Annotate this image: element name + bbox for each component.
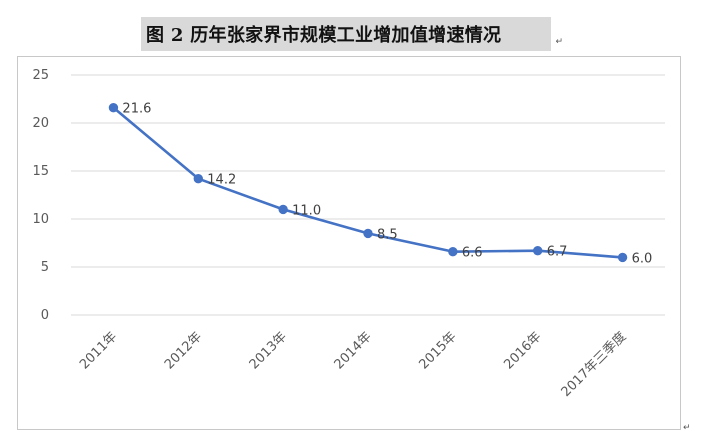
paragraph-return-mark: ↵ (683, 423, 691, 433)
y-axis-ticks: 0 5 10 15 20 25 (32, 68, 49, 323)
point-layer (108, 102, 628, 263)
data-label: 11.0 (292, 203, 321, 218)
chart-title: 图 2 历年张家界市规模工业增加值增速情况 (146, 25, 502, 46)
paragraph-return-mark: ↵ (555, 37, 563, 47)
data-point (108, 102, 119, 113)
line-chart: 0 5 10 15 20 25 2011年 2012年 2013年 2014年 2015年 2016… (32, 68, 665, 400)
chart-title-wrap: 图 2 历年张家界市规模工业增加值增速情况 ↵ (141, 17, 563, 51)
y-tick-label: 10 (32, 212, 49, 227)
data-label: 21.6 (122, 102, 151, 117)
x-tick-label: 2016年 (501, 329, 544, 372)
grid-layer (71, 74, 665, 316)
data-point (278, 204, 288, 215)
data-label: 6.0 (632, 251, 653, 266)
x-tick-label: 2011年 (77, 329, 120, 372)
data-label: 8.5 (377, 227, 398, 242)
data-label: 6.7 (547, 245, 568, 260)
x-tick-label: 2015年 (416, 329, 459, 372)
data-label: 6.6 (462, 246, 483, 261)
y-tick-label: 15 (32, 164, 49, 179)
x-tick-label: 2013年 (247, 329, 290, 372)
x-axis-ticks: 2011年 2012年 2013年 2014年 2015年 2016年 2017年三季度 (77, 329, 629, 400)
x-tick-label: 2017年三季度 (558, 329, 629, 400)
y-tick-label: 20 (32, 116, 49, 131)
data-point (617, 252, 628, 263)
y-tick-label: 0 (41, 308, 49, 323)
data-point (448, 246, 458, 257)
y-tick-label: 25 (32, 68, 49, 83)
chart-frame: 0 5 10 15 20 25 2011年 2012年 2013年 2014年 2015年 2016… (17, 56, 681, 430)
data-point (363, 228, 373, 239)
chart-title-background (141, 17, 551, 51)
data-point (193, 173, 203, 184)
x-tick-label: 2012年 (162, 329, 205, 372)
y-tick-label: 5 (41, 260, 49, 275)
data-label: 14.2 (207, 173, 236, 188)
x-tick-label: 2014年 (332, 329, 375, 372)
data-point (533, 245, 543, 256)
data-label-layer: 21.6 14.2 11.0 8.5 6.6 6.7 6.0 (122, 102, 652, 267)
